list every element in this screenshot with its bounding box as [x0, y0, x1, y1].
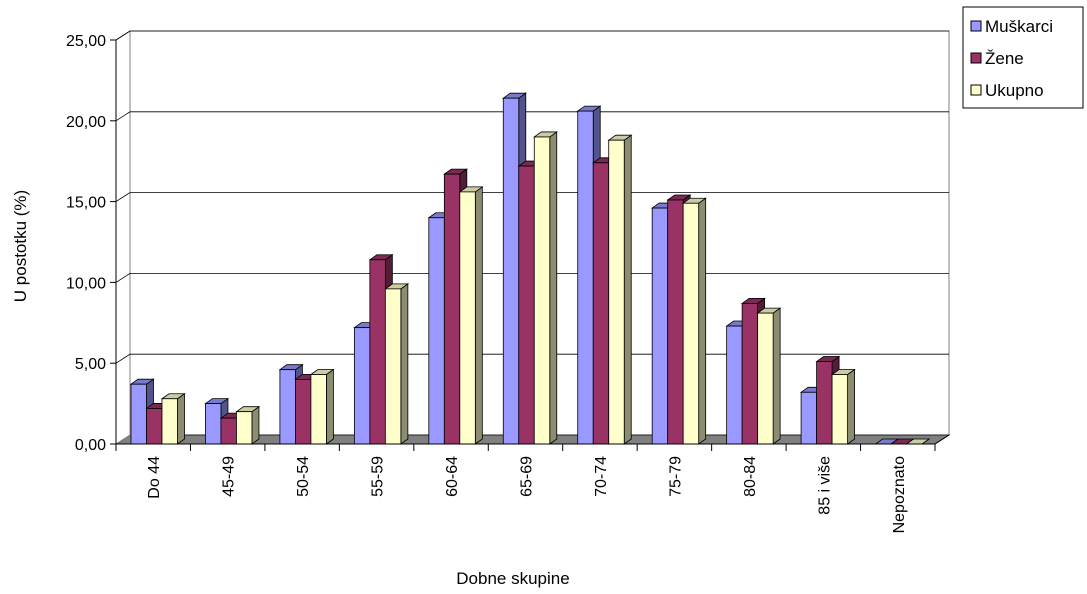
- y-tick-label: 20,00: [66, 114, 106, 131]
- bar-front: [220, 417, 237, 445]
- bar-front: [146, 408, 163, 445]
- bar-front: [428, 217, 445, 445]
- bar-side: [847, 368, 855, 445]
- bar-front: [384, 288, 402, 445]
- bar-front: [667, 199, 684, 445]
- bar-front: [577, 110, 594, 445]
- gridline: [115, 30, 949, 41]
- bar-front: [741, 303, 759, 445]
- bar-front: [295, 378, 312, 445]
- bar-side: [326, 368, 334, 445]
- x-tick-label: 45-49: [221, 456, 238, 497]
- x-tick-label: Nepoznato: [891, 456, 908, 533]
- legend-swatch: [970, 20, 982, 32]
- bar-side: [400, 283, 409, 445]
- bar-front: [518, 165, 535, 445]
- bar-front: [459, 191, 476, 445]
- y-tick-label: 25,00: [66, 33, 106, 50]
- gridline: [115, 192, 949, 202]
- bar: [235, 405, 261, 445]
- bar: [681, 197, 707, 445]
- x-axis-title: Dobne skupine: [456, 569, 569, 588]
- bar-front: [236, 411, 253, 445]
- bar-front: [502, 97, 520, 445]
- x-tick-label: 50-54: [295, 456, 312, 497]
- bar: [830, 368, 856, 445]
- legend: Muškarci Žene Ukupno: [962, 6, 1084, 109]
- y-tick-label: 0,00: [75, 437, 106, 454]
- y-tick-label: 5,00: [75, 356, 106, 373]
- bar-side: [772, 307, 781, 445]
- bar-front: [831, 374, 848, 445]
- bar: [458, 186, 484, 445]
- legend-swatch: [970, 84, 982, 96]
- x-tick-labels: Do 44 45-49 50-54 55-59 60-64 65-69 70-74 75-79…: [146, 456, 908, 533]
- bar-side: [623, 134, 632, 445]
- bar: [533, 131, 559, 445]
- y-axis-title: U postotku (%): [11, 190, 30, 302]
- y-tick-label: 15,00: [66, 195, 106, 212]
- bar-front: [651, 207, 669, 445]
- bar: [384, 283, 410, 445]
- side-wall: [115, 30, 131, 445]
- x-tick-label: Do 44: [146, 456, 163, 499]
- bar-front: [726, 325, 743, 445]
- x-axis-depth: [934, 434, 950, 445]
- x-tick-label: 80-84: [742, 456, 759, 497]
- bar-front: [757, 312, 774, 445]
- bar-front: [310, 374, 327, 445]
- legend-swatch: [970, 52, 982, 64]
- x-tick-label: 65-69: [519, 456, 536, 497]
- bar: [160, 392, 186, 445]
- bars: [129, 92, 931, 445]
- bar-side: [251, 405, 260, 445]
- bar-front: [533, 136, 551, 445]
- bar-front: [369, 259, 386, 445]
- bar-front: [816, 361, 833, 445]
- bar-side: [698, 197, 707, 445]
- axes: [110, 39, 950, 451]
- bar-front: [161, 398, 178, 445]
- x-tick-label: 75-79: [667, 456, 684, 497]
- legend-label: Muškarci: [985, 17, 1053, 36]
- y-tick-label: 10,00: [66, 275, 106, 292]
- bar: [607, 134, 633, 445]
- bar-front: [608, 139, 625, 445]
- bar-front: [130, 383, 147, 445]
- y-tick-labels: 0,00 5,00 10,00 15,00 20,00 25,00: [66, 33, 106, 454]
- legend-box: [962, 6, 1084, 109]
- bar-front: [592, 162, 610, 445]
- legend-label: Ukupno: [985, 81, 1044, 100]
- x-tick-label: 85 i više: [816, 456, 833, 515]
- bar-front: [443, 173, 461, 445]
- bar-front: [279, 369, 296, 445]
- bar-side: [474, 186, 483, 445]
- bar: [756, 307, 782, 445]
- x-tick-label: 70-74: [593, 456, 610, 497]
- gridlines: [115, 30, 949, 364]
- legend-label: Žene: [985, 49, 1024, 68]
- bar-side: [549, 131, 558, 445]
- bar-front: [682, 202, 700, 445]
- x-tick-label: 55-59: [370, 456, 387, 497]
- gridline: [115, 111, 949, 122]
- bar: [309, 368, 335, 445]
- bar-front: [205, 403, 222, 445]
- x-tick-label: 60-64: [444, 456, 461, 497]
- bar-side: [177, 392, 185, 445]
- bar-front: [800, 391, 817, 445]
- bar-front: [353, 327, 371, 445]
